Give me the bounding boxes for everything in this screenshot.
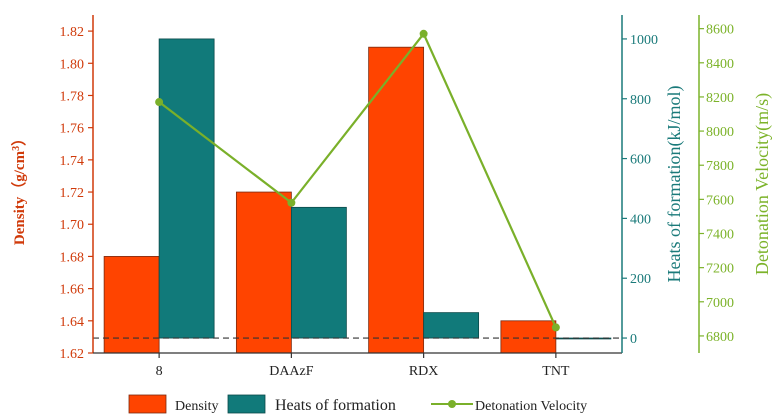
right-axis-title: Detonation Velocity(m/s): [752, 93, 773, 275]
bar-heats-rdx: [423, 312, 480, 339]
middle-tick-label: 600: [630, 153, 651, 168]
right-tick-label: 8400: [706, 57, 734, 72]
bar-density-8: [103, 256, 160, 354]
right-tick-label: 8000: [706, 125, 734, 140]
bar-density-tnt: [500, 320, 557, 354]
left-tick-label: 1.76: [60, 122, 85, 137]
middle-tick-label: 200: [630, 272, 651, 287]
point-detonation-daazf: [287, 198, 296, 207]
bars-layer: [103, 38, 612, 354]
x-tick-label: 8: [156, 364, 163, 379]
legend-swatch-marker: [448, 400, 456, 408]
point-detonation-rdx: [419, 29, 428, 38]
left-tick-label: 1.78: [60, 89, 85, 104]
left-tick-label: 1.74: [60, 154, 85, 169]
left-tick-label: 1.72: [60, 186, 85, 201]
right-tick-label: 8200: [706, 91, 734, 106]
left-axis-ticks: 1.62 1.64 1.66 1.68 1.70 1.72 1.74 1.76 1.78 1.80…: [60, 25, 93, 362]
right-tick-label: 8600: [706, 23, 734, 38]
point-detonation-8: [155, 98, 164, 107]
left-tick-label: 1.66: [60, 283, 85, 298]
right-axis-ticks: 6800 7000 7200 7400 7600 7800 8000 8200 8400 8600: [699, 23, 734, 345]
bar-density-daazf: [235, 191, 292, 354]
legend-label-detonation: Detonation Velocity: [475, 399, 587, 414]
line-layer: [155, 29, 560, 332]
middle-axis-title: Heats of formation(kJ/mol): [664, 86, 685, 283]
detonation-velocity-line: [158, 31, 557, 328]
legend: Density Heats of formation Detonation Ve…: [128, 394, 587, 414]
right-tick-label: 6800: [706, 330, 734, 345]
bar-heats-daazf: [290, 206, 347, 339]
left-tick-label: 1.82: [60, 25, 85, 40]
x-axis-ticks: 8 DAAzF RDX TNT: [156, 353, 570, 379]
left-axis-title-unit: （g/cm: [10, 150, 28, 196]
left-axis-title: Density（g/cm3）: [10, 131, 28, 245]
middle-tick-label: 800: [630, 93, 651, 108]
left-tick-label: 1.70: [60, 218, 85, 233]
right-tick-label: 7600: [706, 193, 734, 208]
right-tick-label: 7800: [706, 159, 734, 174]
left-axis-title-close: ）: [10, 131, 28, 146]
left-axis-title-main: Density: [12, 196, 28, 245]
right-tick-label: 7000: [706, 296, 734, 311]
middle-tick-label: 0: [630, 332, 637, 347]
left-axis-title-sup: 3: [11, 146, 22, 151]
legend-label-heats: Heats of formation: [275, 397, 396, 414]
x-tick-label: TNT: [542, 364, 570, 379]
legend-label-density: Density: [175, 399, 219, 414]
x-tick-label: RDX: [409, 364, 439, 379]
left-tick-label: 1.68: [60, 250, 85, 265]
legend-swatch-density: [128, 394, 167, 414]
x-tick-label: DAAzF: [269, 364, 314, 379]
point-detonation-tnt: [551, 323, 560, 332]
middle-axis-ticks: 0 200 400 600 800 1000: [622, 33, 658, 347]
middle-tick-label: 1000: [630, 33, 658, 48]
bar-density-rdx: [368, 46, 425, 354]
bar-heats-8: [158, 38, 215, 339]
left-tick-label: 1.80: [60, 57, 85, 72]
right-tick-label: 7400: [706, 228, 734, 243]
middle-tick-label: 400: [630, 212, 651, 227]
legend-swatch-heats: [227, 394, 266, 414]
right-tick-label: 7200: [706, 262, 734, 277]
left-tick-label: 1.62: [60, 347, 85, 362]
left-tick-label: 1.64: [60, 315, 85, 330]
